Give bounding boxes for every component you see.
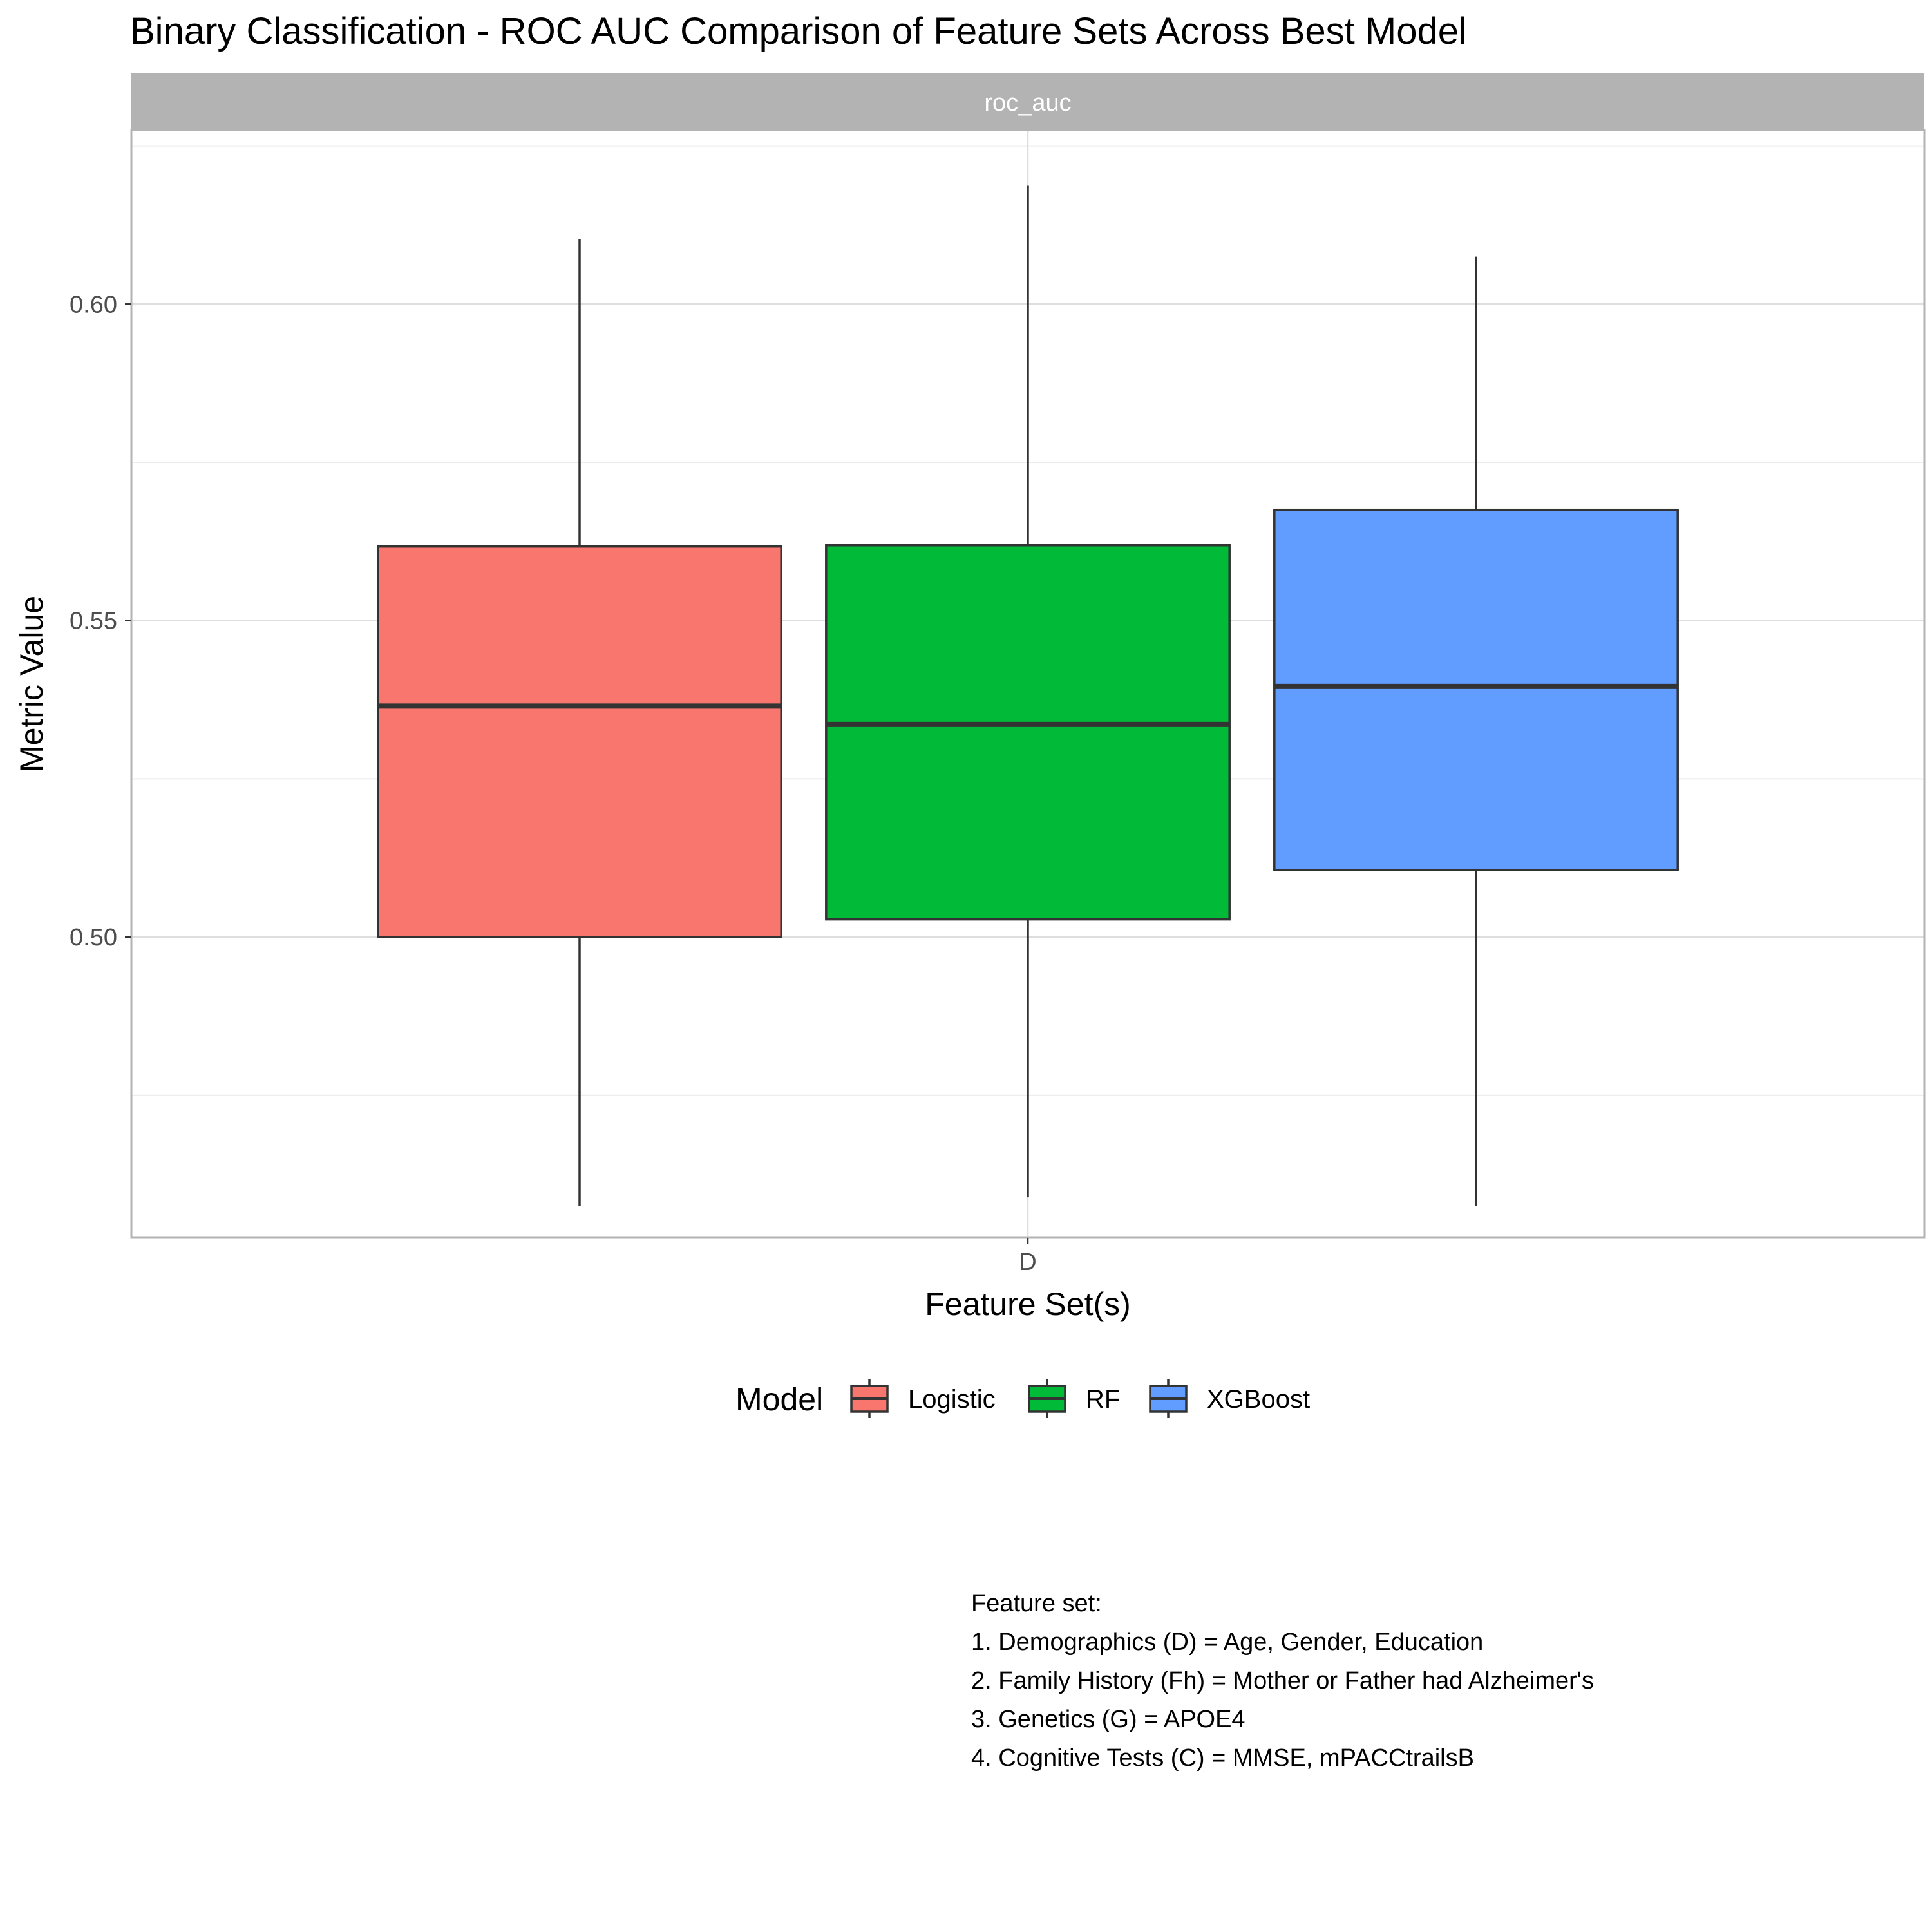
- y-tick-label: 0.60: [70, 291, 117, 318]
- box-iqr: [1273, 508, 1679, 871]
- caption-line: 1. Demographics (D) = Age, Gender, Educa…: [971, 1629, 1483, 1656]
- axis-ticks: 0.50 0.55 0.60 D: [70, 291, 1037, 1276]
- caption-line: 4. Cognitive Tests (C) = MMSE, mPACCtrai…: [971, 1745, 1474, 1772]
- chart-title: Binary Classification - ROC AUC Comparis…: [130, 10, 1467, 52]
- legend-items: Logistic RF XGBoost: [850, 1379, 1310, 1418]
- facet-label: roc_auc: [984, 90, 1071, 117]
- y-tick-label: 0.50: [70, 924, 117, 951]
- legend-label: Logistic: [908, 1385, 996, 1414]
- caption-line: Feature set:: [971, 1590, 1102, 1617]
- y-tick-label: 0.55: [70, 608, 117, 635]
- facet-strip: [131, 73, 1924, 130]
- legend-item-xgboost: XGBoost: [1149, 1379, 1310, 1418]
- boxplot-rf: [825, 185, 1231, 1198]
- boxplots: [377, 185, 1679, 1206]
- x-tick-label: D: [1019, 1249, 1036, 1276]
- legend-item-logistic: Logistic: [850, 1379, 996, 1418]
- box-iqr: [377, 545, 782, 938]
- legend-item-rf: RF: [1028, 1379, 1120, 1418]
- plot-area: 0.50 0.55 0.60 D: [70, 129, 1926, 1276]
- boxplot-logistic: [377, 239, 782, 1206]
- caption-line: 3. Genetics (G) = APOE4: [971, 1706, 1245, 1733]
- legend-label: RF: [1086, 1385, 1120, 1414]
- y-axis-title: Metric Value: [14, 596, 50, 772]
- legend-title: Model: [735, 1381, 823, 1417]
- x-axis-title: Feature Set(s): [925, 1286, 1131, 1322]
- box-iqr: [825, 544, 1231, 921]
- legend: Model Logistic RF XGBoost: [735, 1379, 1310, 1418]
- caption-line: 2. Family History (Fh) = Mother or Fathe…: [971, 1667, 1594, 1694]
- legend-label: XGBoost: [1207, 1385, 1310, 1414]
- boxplot-xgboost: [1273, 256, 1679, 1206]
- caption: Feature set: 1. Demographics (D) = Age, …: [971, 1590, 1594, 1772]
